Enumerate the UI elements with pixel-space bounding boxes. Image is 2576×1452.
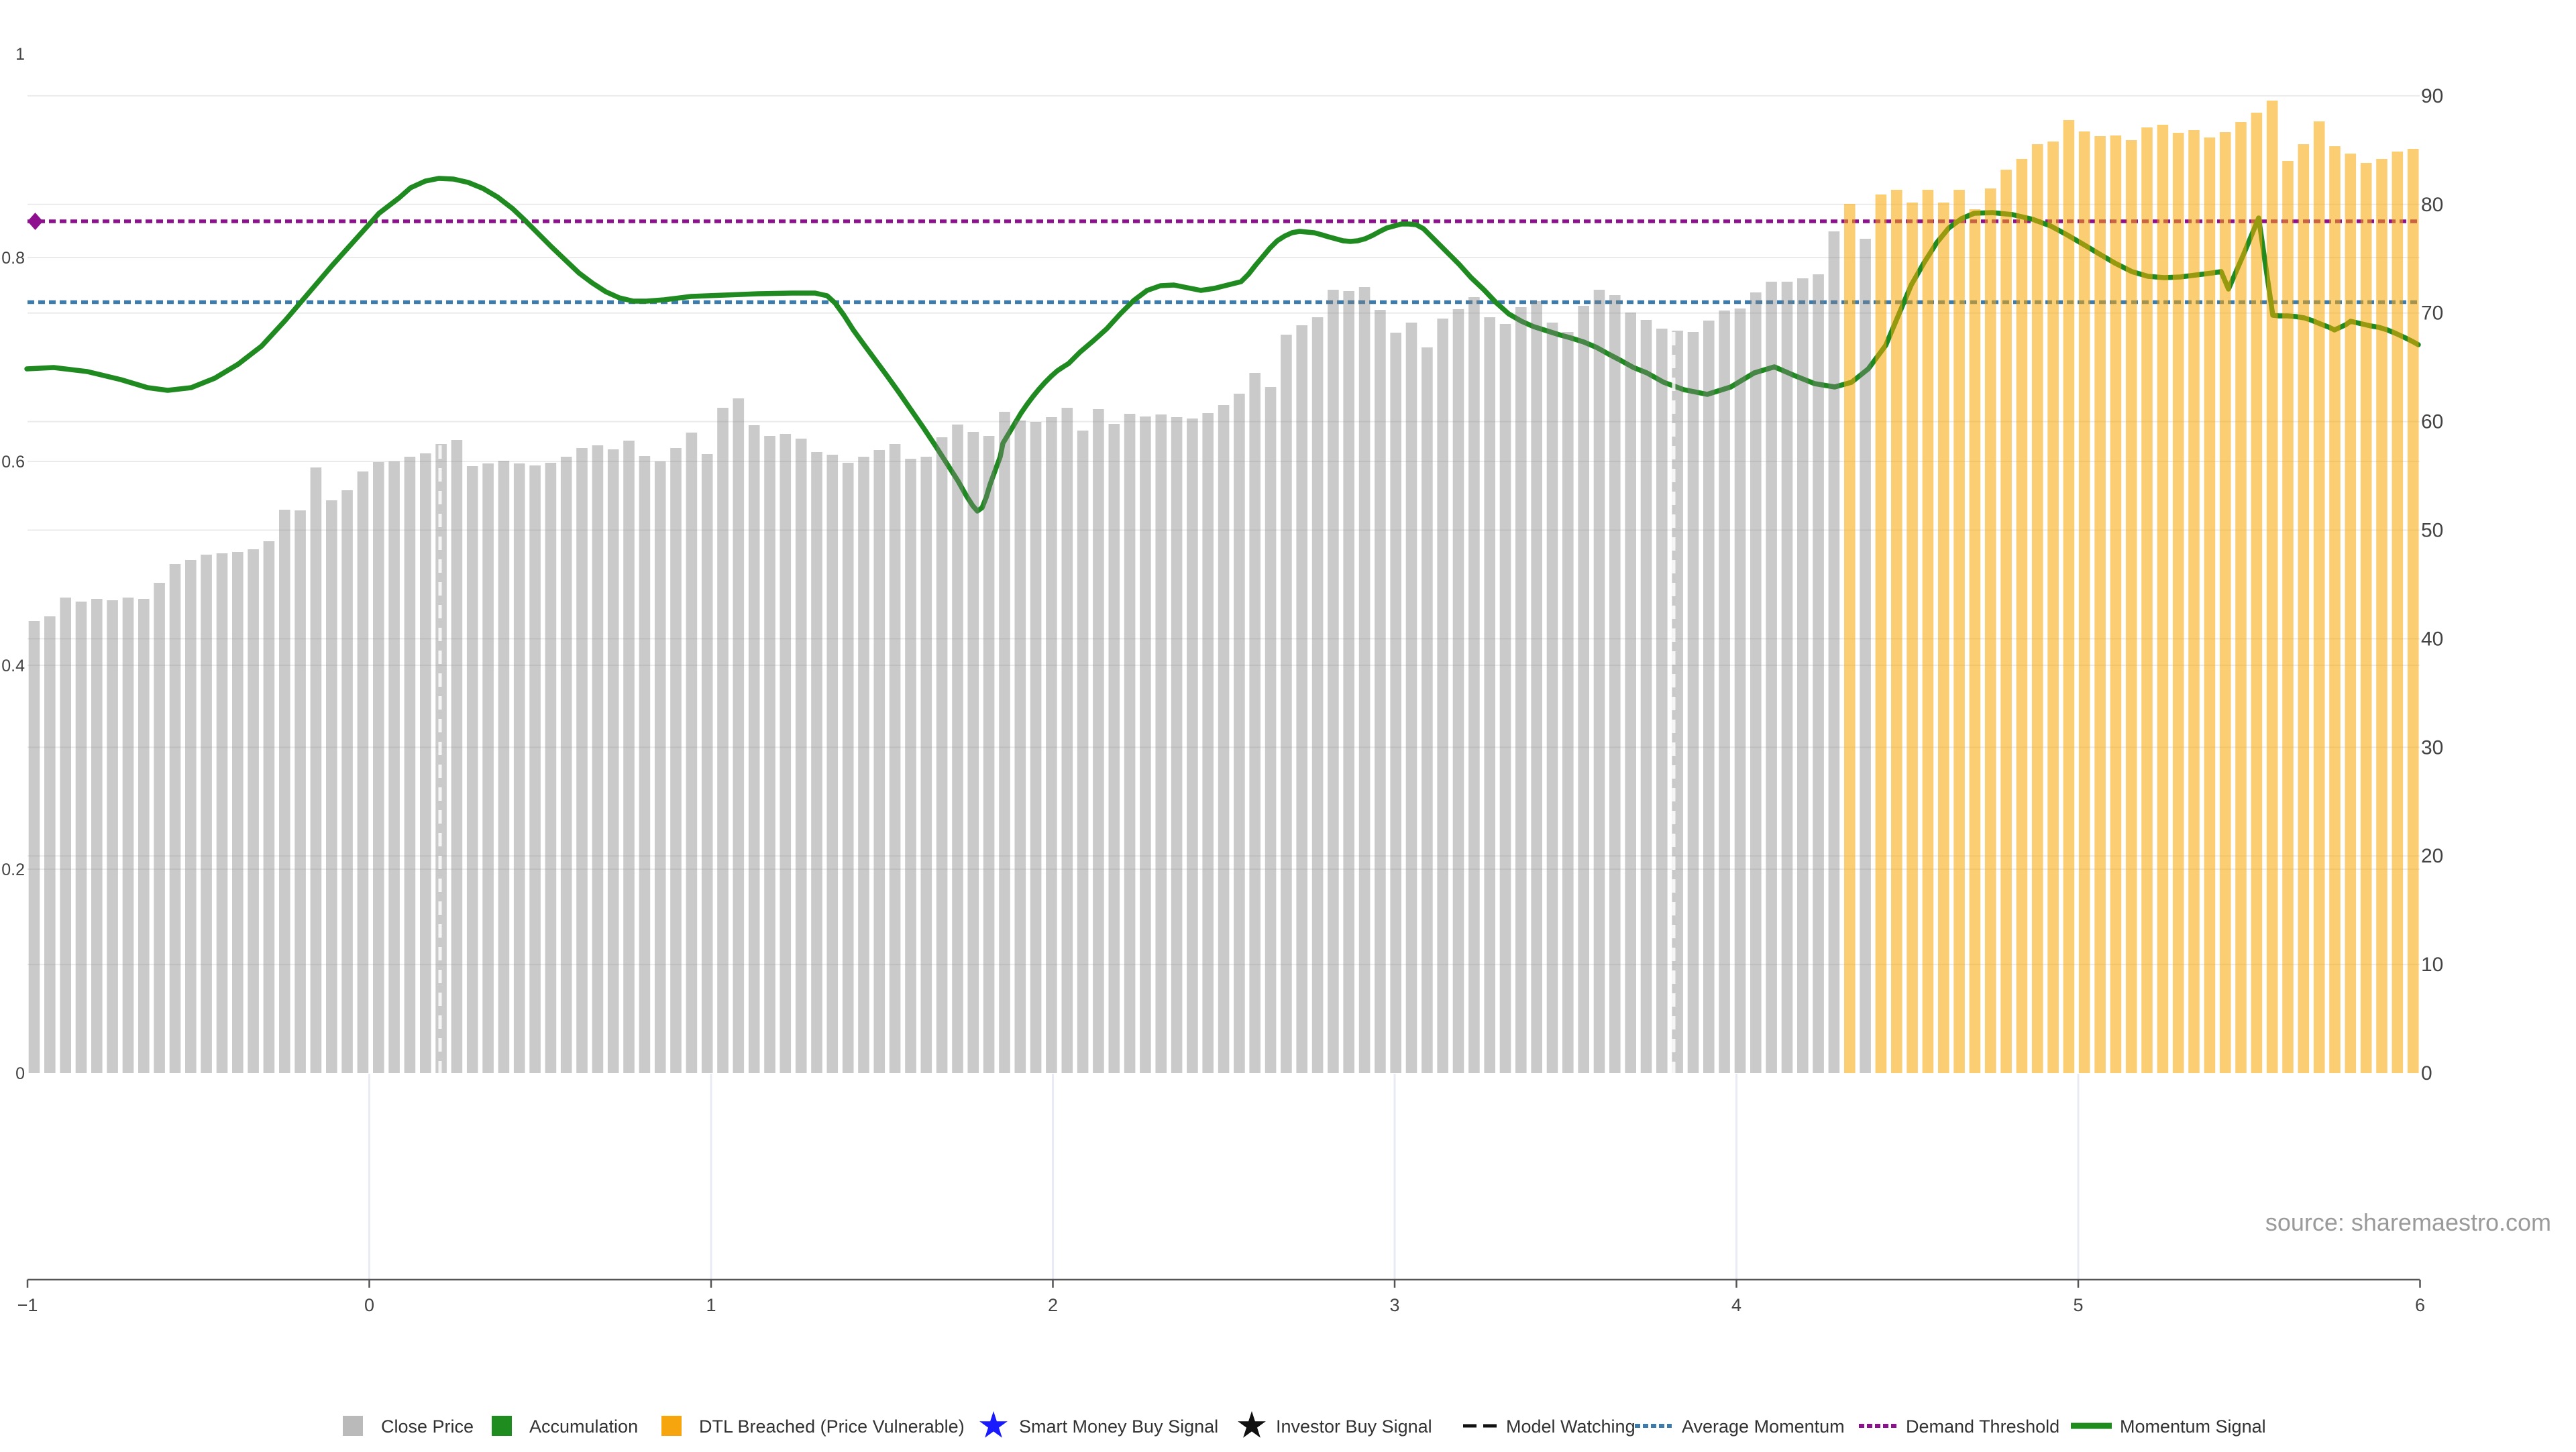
svg-text:Momentum Signal: Momentum Signal bbox=[2120, 1416, 2266, 1437]
svg-text:source: sharemaestro.com: source: sharemaestro.com bbox=[2265, 1209, 2551, 1236]
svg-text:50: 50 bbox=[2421, 520, 2443, 542]
svg-text:20: 20 bbox=[2421, 845, 2443, 867]
svg-text:3: 3 bbox=[1389, 1295, 1399, 1315]
svg-text:0: 0 bbox=[15, 1064, 25, 1083]
svg-text:1: 1 bbox=[706, 1295, 716, 1315]
svg-text:90: 90 bbox=[2421, 85, 2443, 107]
svg-text:0.6: 0.6 bbox=[1, 453, 25, 471]
svg-text:Smart Money Buy Signal: Smart Money Buy Signal bbox=[1019, 1416, 1218, 1437]
svg-text:−1: −1 bbox=[17, 1295, 38, 1315]
svg-text:40: 40 bbox=[2421, 628, 2443, 650]
svg-text:Model Watching: Model Watching bbox=[1506, 1416, 1635, 1437]
svg-text:10: 10 bbox=[2421, 954, 2443, 976]
svg-text:30: 30 bbox=[2421, 736, 2443, 759]
svg-text:DTL Breached (Price Vulnerable: DTL Breached (Price Vulnerable) bbox=[699, 1416, 965, 1437]
svg-text:Demand Threshold: Demand Threshold bbox=[1906, 1416, 2059, 1437]
svg-text:1: 1 bbox=[15, 45, 25, 64]
svg-text:70: 70 bbox=[2421, 302, 2443, 325]
svg-text:Accumulation: Accumulation bbox=[529, 1416, 638, 1437]
svg-text:60: 60 bbox=[2421, 411, 2443, 433]
svg-text:6: 6 bbox=[2415, 1295, 2425, 1315]
svg-text:0: 0 bbox=[364, 1295, 374, 1315]
svg-text:5: 5 bbox=[2073, 1295, 2083, 1315]
svg-text:Investor Buy Signal: Investor Buy Signal bbox=[1276, 1416, 1432, 1437]
svg-text:4: 4 bbox=[1731, 1295, 1741, 1315]
svg-text:Close Price: Close Price bbox=[381, 1416, 474, 1437]
svg-text:0: 0 bbox=[2421, 1062, 2432, 1084]
svg-text:0.8: 0.8 bbox=[1, 249, 25, 268]
svg-text:Average Momentum: Average Momentum bbox=[1682, 1416, 1845, 1437]
svg-text:2: 2 bbox=[1048, 1295, 1058, 1315]
svg-text:0.4: 0.4 bbox=[1, 657, 25, 675]
svg-text:0.2: 0.2 bbox=[1, 860, 25, 879]
svg-text:80: 80 bbox=[2421, 194, 2443, 216]
